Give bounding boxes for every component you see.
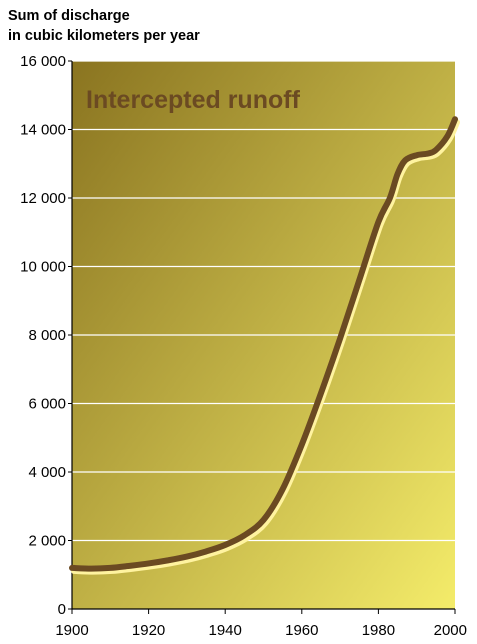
x-tick-label: 1900 <box>55 622 88 639</box>
series-line-intercepted-runoff <box>69 116 458 572</box>
y-axis-ticks: 0 2 000 4 000 6 000 8 000 10 000 12 000 14 000 1… <box>20 53 72 618</box>
x-tick-label: 1920 <box>132 622 165 639</box>
grid <box>72 60 455 542</box>
y-tick-label: 16 000 <box>20 53 66 70</box>
chart-title-line-1: Sum of discharge <box>8 8 130 24</box>
y-tick-label: 12 000 <box>20 190 66 207</box>
y-tick-label: 8 000 <box>28 327 66 344</box>
y-tick-label: 10 000 <box>20 259 66 276</box>
x-tick-label: 1940 <box>209 622 242 639</box>
x-tick-label: 1980 <box>362 622 395 639</box>
y-tick-label: 14 000 <box>20 122 66 139</box>
y-tick-label: 2 000 <box>28 533 66 550</box>
y-tick-label: 6 000 <box>28 396 66 413</box>
series-label: Intercepted runoff <box>86 86 301 114</box>
y-tick-label: 4 000 <box>28 464 66 481</box>
chart-title-line-2: in cubic kilometers per year <box>8 28 200 44</box>
y-tick-label: 0 <box>58 601 66 618</box>
x-tick-label: 1960 <box>285 622 318 639</box>
x-axis-ticks: 1900 1920 1940 1960 1980 2000 <box>55 609 467 639</box>
x-tick-label: 2000 <box>434 622 467 639</box>
